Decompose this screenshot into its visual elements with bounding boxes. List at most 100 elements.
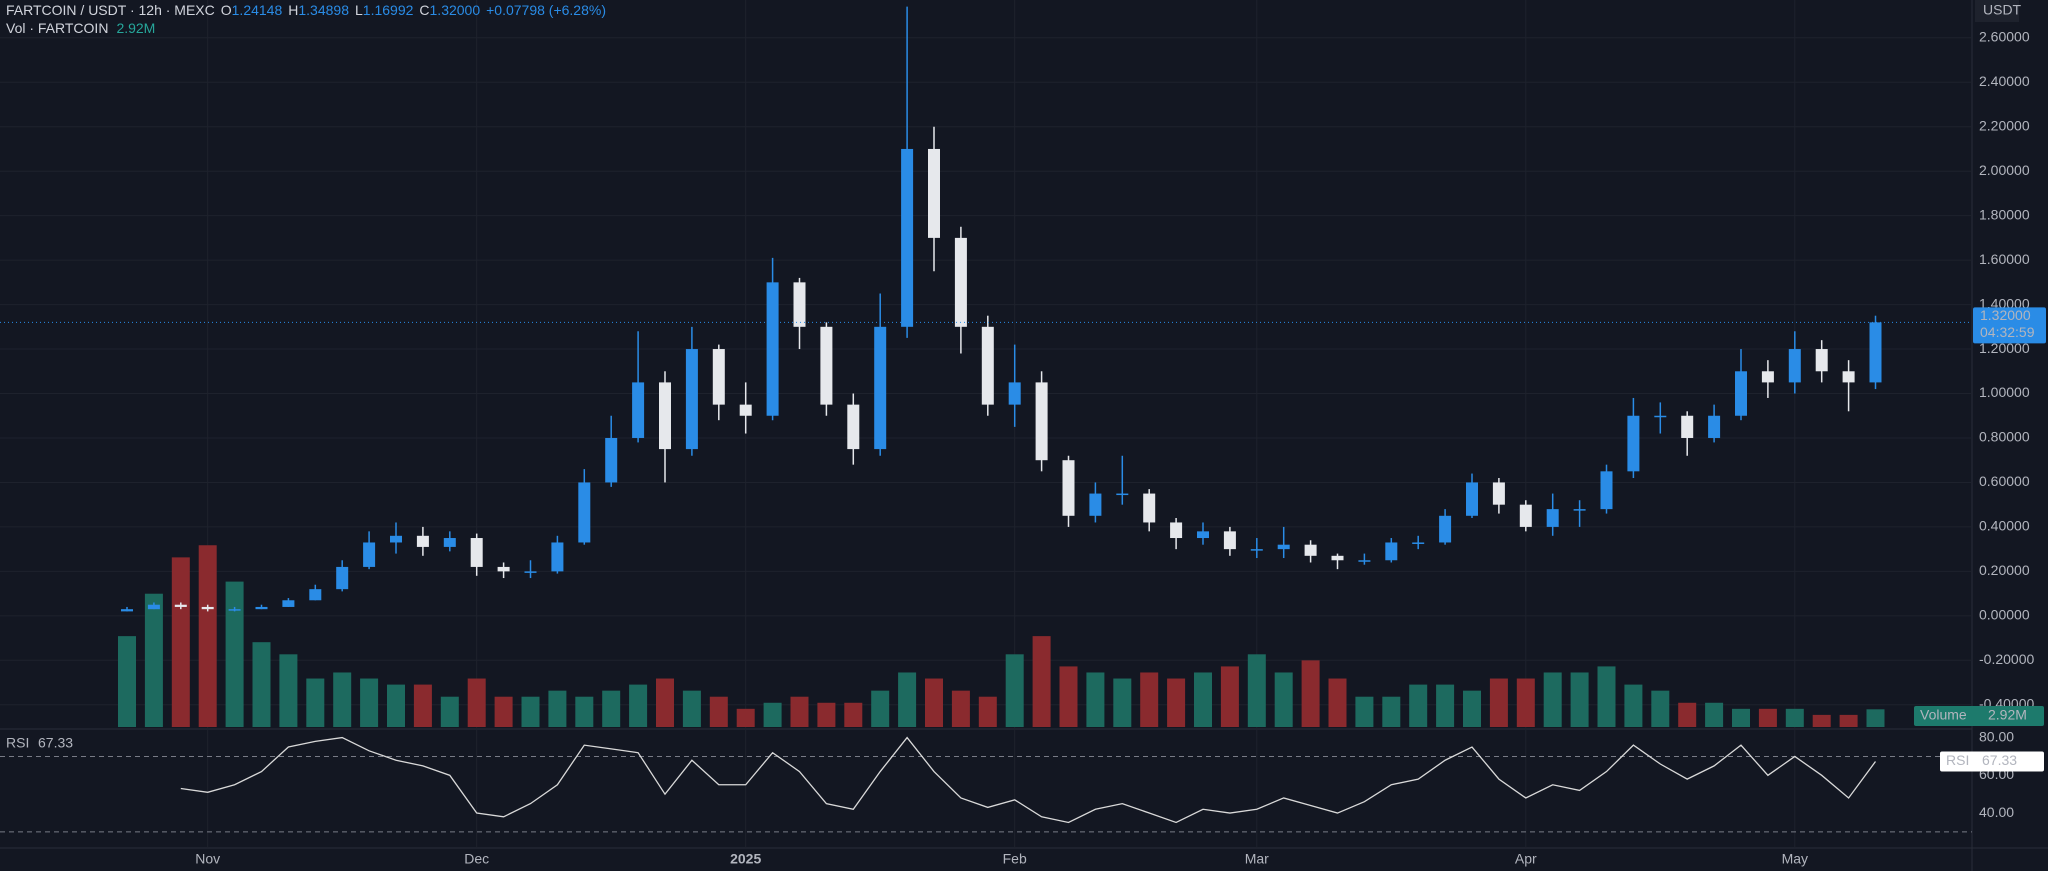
- volume-bar: [413, 684, 432, 727]
- candle-body: [1197, 531, 1209, 539]
- volume-bar: [333, 672, 352, 727]
- candle-body: [901, 148, 914, 327]
- candle-body: [632, 382, 645, 438]
- currency-box: [1975, 0, 2019, 22]
- candle-body: [1304, 544, 1317, 556]
- ohlc-value: 1.32000: [430, 2, 481, 18]
- candle-body: [1250, 549, 1263, 551]
- last-price-tag: [1973, 307, 2046, 344]
- rsi-tag-box: [1940, 751, 2044, 772]
- ohlc-value: 1.16992: [363, 2, 414, 18]
- candle-body: [1466, 482, 1478, 516]
- candle-body: [1439, 515, 1452, 543]
- volume-bar: [1489, 678, 1508, 727]
- volume-value: 2.92M: [116, 20, 155, 36]
- volume-bar: [306, 678, 325, 727]
- volume-bar: [279, 654, 298, 727]
- y-tick-label: 1.60000: [1979, 251, 2030, 267]
- x-tick-label: Nov: [195, 851, 220, 867]
- rsi-tag-value: 67.33: [1982, 752, 2017, 768]
- candle-body: [1842, 371, 1855, 383]
- candle-body: [1815, 349, 1828, 372]
- volume-bar: [1543, 672, 1562, 727]
- volume-bar: [1705, 702, 1724, 727]
- volume-bar: [360, 678, 379, 727]
- candle-body: [578, 482, 591, 543]
- volume-bar: [387, 684, 405, 727]
- candle-body: [1412, 542, 1425, 544]
- candle-body: [1519, 504, 1532, 527]
- volume-bar: [925, 678, 943, 727]
- candle-body: [820, 326, 833, 405]
- x-tick-label: Mar: [1245, 851, 1269, 867]
- volume-bar: [1812, 714, 1831, 727]
- volume-bar: [225, 581, 244, 727]
- volume-bar: [951, 690, 970, 727]
- candle-body: [1492, 482, 1505, 505]
- y-tick-label: 1.40000: [1979, 295, 2030, 311]
- volume-bar: [1516, 678, 1535, 727]
- volume-bar: [198, 545, 217, 727]
- volume-bar: [1274, 672, 1293, 727]
- y-tick-label: -0.20000: [1979, 651, 2034, 667]
- candle-body: [443, 538, 456, 547]
- volume-bar: [1785, 708, 1804, 727]
- y-tick-label: 1.80000: [1979, 206, 2030, 222]
- candle-body: [524, 571, 537, 573]
- ohlc-key: H: [288, 2, 298, 18]
- volume-bar: [467, 678, 486, 727]
- volume-bar: [817, 702, 836, 727]
- volume-bar: [494, 696, 513, 727]
- rsi-tag-name: RSI: [1946, 752, 1969, 768]
- volume-bar: [656, 678, 674, 727]
- volume-bar: [1624, 684, 1643, 727]
- candle-body: [1708, 415, 1721, 438]
- currency-label: USDT: [1983, 2, 2022, 18]
- legend-title: FARTCOIN / USDT · 12h · MEXC O1.24148 H1.3…: [6, 2, 606, 18]
- y-tick-label: 2.00000: [1979, 162, 2030, 178]
- volume-bar: [1409, 684, 1428, 727]
- candle-body: [1627, 415, 1640, 472]
- candle-body: [1573, 509, 1586, 511]
- candle-body: [255, 606, 268, 610]
- y-tick-label: 2.40000: [1979, 73, 2030, 89]
- rsi-line: [180, 736, 1877, 824]
- candle-body: [121, 609, 133, 612]
- candle-body: [174, 604, 187, 607]
- volume-bar: [1328, 678, 1347, 727]
- volume-bar: [144, 593, 163, 727]
- candle-body: [712, 349, 725, 405]
- volume-bar: [1113, 678, 1132, 727]
- candle-body: [390, 535, 402, 543]
- volume-bar: [1436, 684, 1455, 727]
- x-tick-label: 2025: [730, 851, 761, 867]
- volume-bar: [1301, 660, 1320, 727]
- y-tick-label: 0.40000: [1979, 518, 2030, 534]
- volume-bar: [978, 696, 997, 727]
- candle-body: [1170, 522, 1183, 539]
- volume-bar: [575, 696, 594, 727]
- rsi-tick-label: 40.00: [1979, 804, 2014, 820]
- volume-bar: [1678, 702, 1697, 727]
- y-tick-label: 1.00000: [1979, 384, 2030, 400]
- candle-body: [793, 282, 806, 327]
- candle-body: [1035, 382, 1048, 461]
- candle-body: [309, 589, 322, 601]
- volume-bar: [871, 690, 890, 727]
- legend-volume: Vol · FARTCOIN 2.92M: [6, 20, 155, 36]
- candle-body: [497, 566, 510, 572]
- symbol: FARTCOIN / USDT · 12h · MEXC: [6, 2, 215, 18]
- candle-body: [874, 326, 887, 450]
- y-tick-label: 1.20000: [1979, 340, 2030, 356]
- ohlc-key: L: [355, 2, 363, 18]
- candle-body: [1062, 460, 1075, 516]
- candle-body: [1143, 493, 1156, 523]
- candle-body: [928, 148, 940, 238]
- candle-body: [201, 606, 214, 610]
- y-tick-label: 0.00000: [1979, 607, 2030, 623]
- volume-bar: [1140, 672, 1159, 727]
- volume-bar: [709, 696, 728, 727]
- volume-bar: [1382, 696, 1401, 727]
